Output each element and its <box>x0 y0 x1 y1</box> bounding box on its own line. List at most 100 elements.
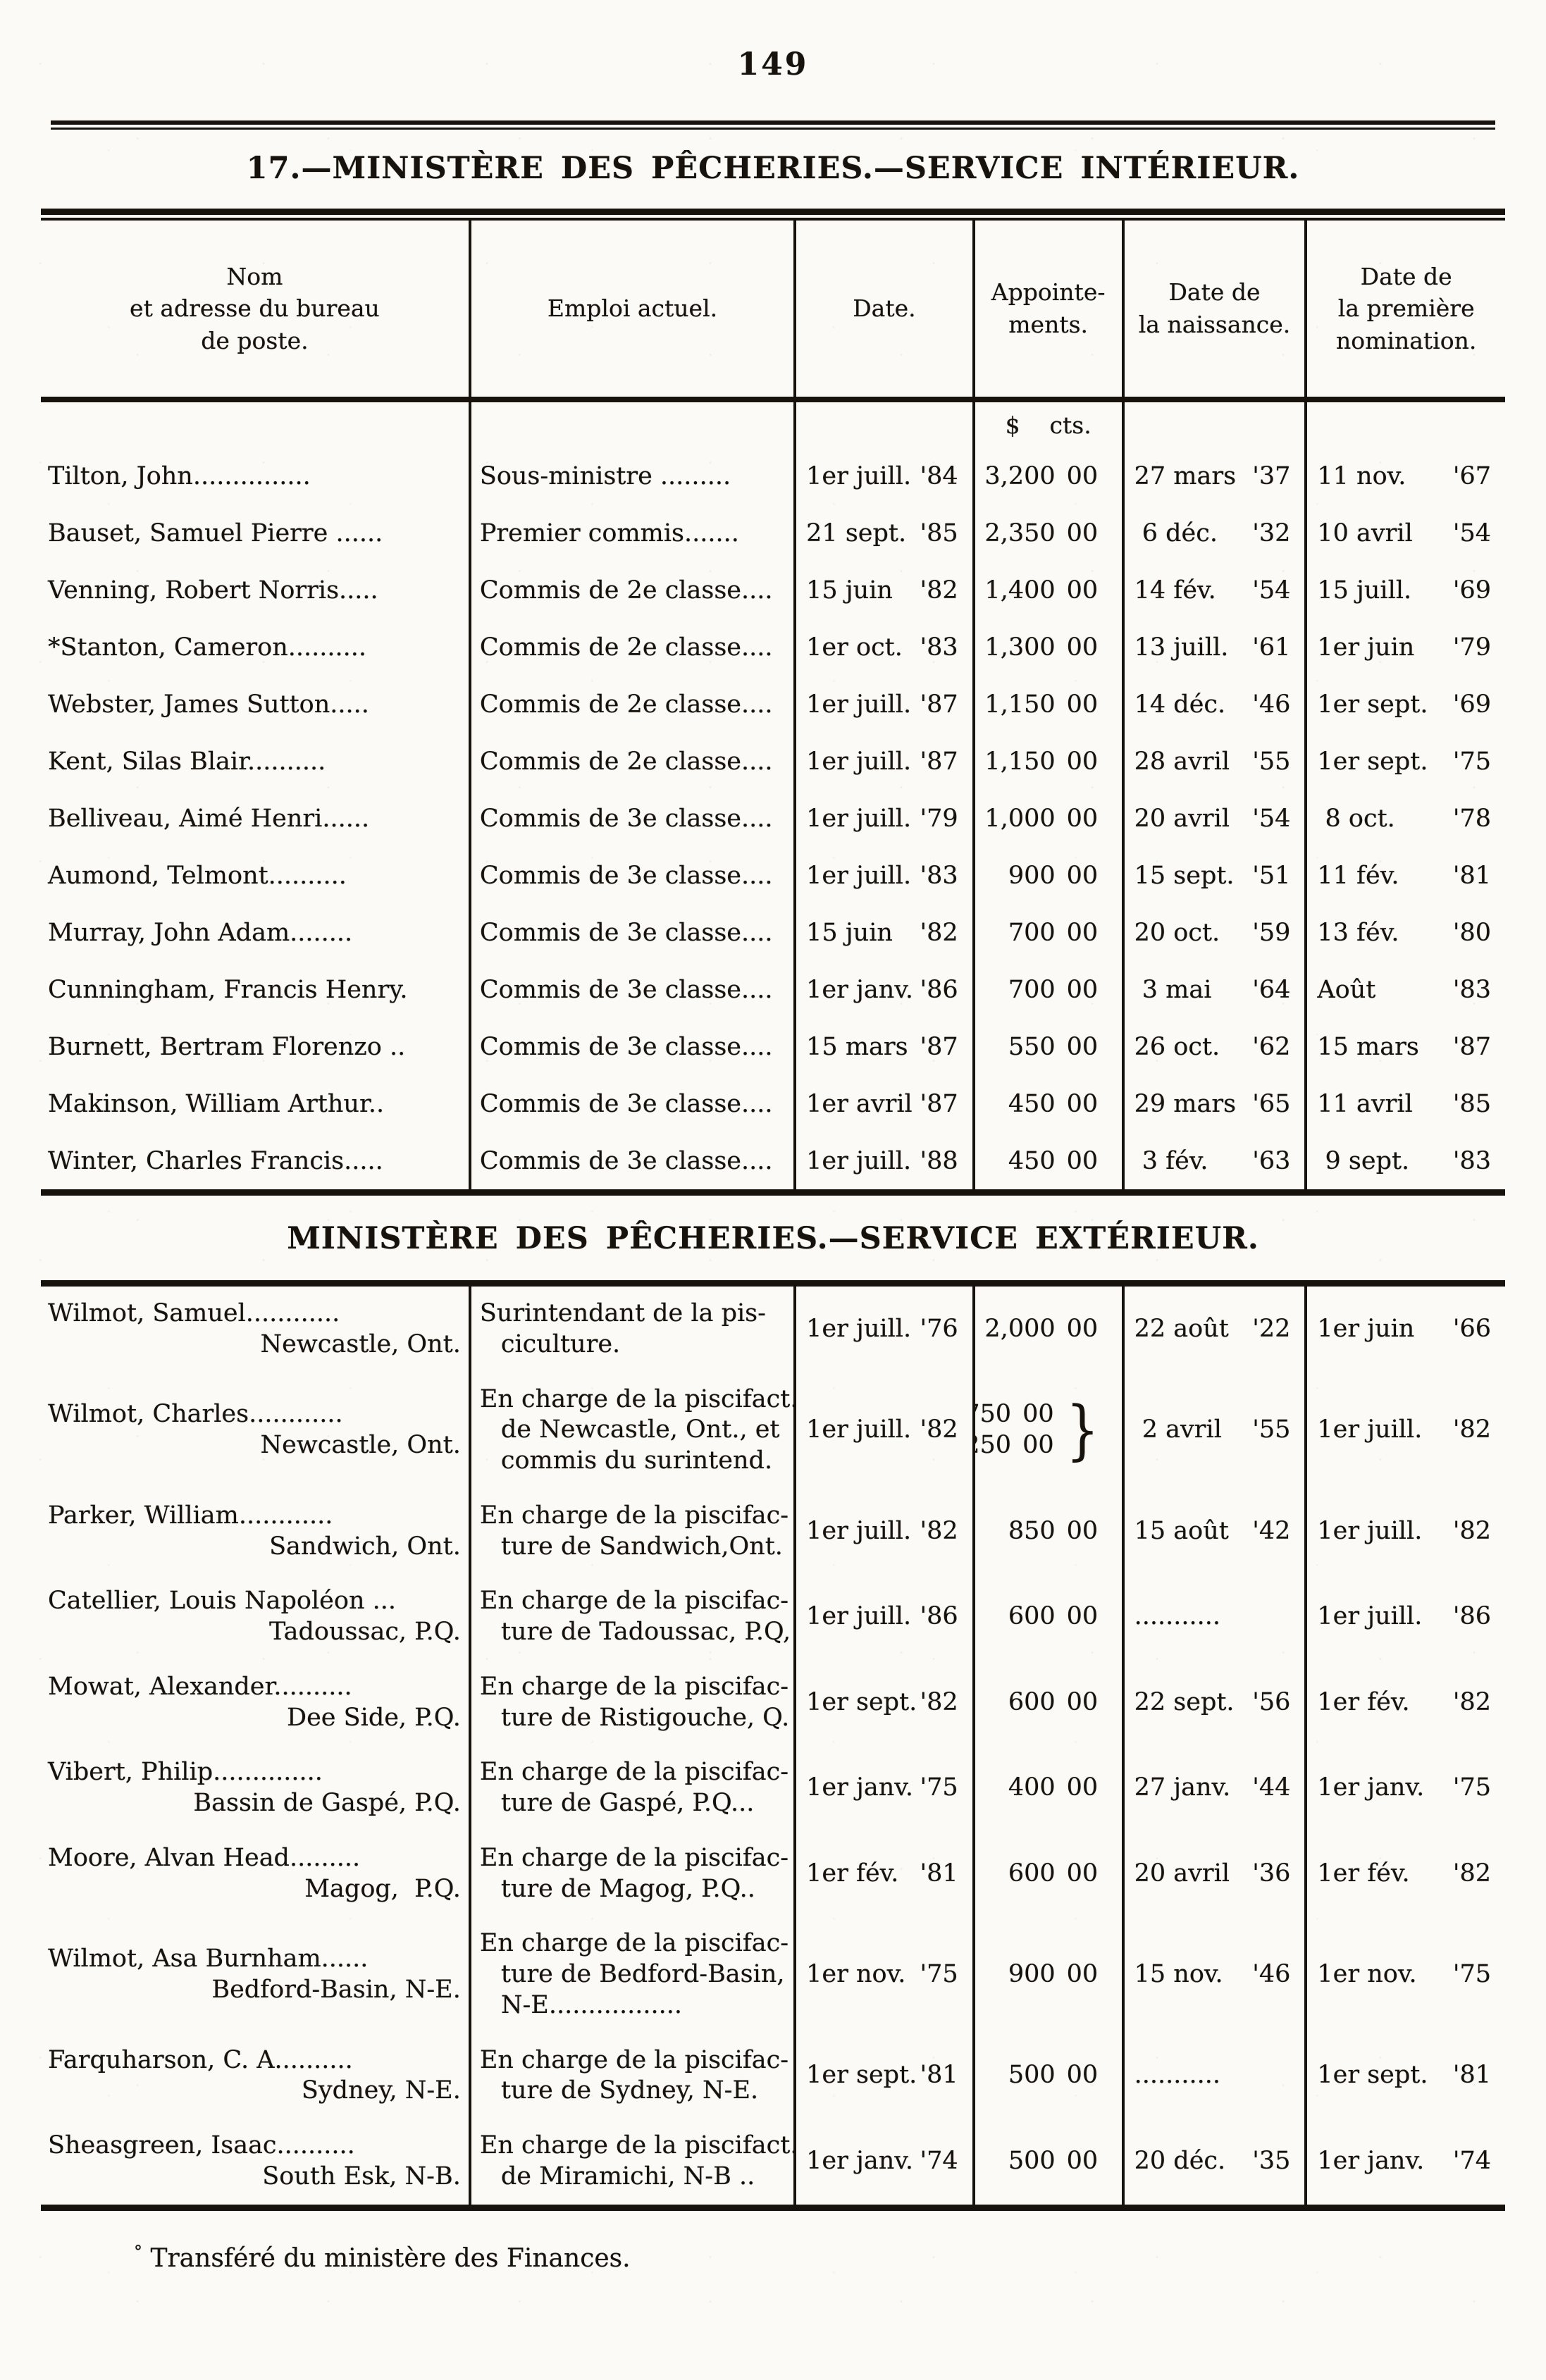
table-row: *Stanton, Cameron.......... Commis de 2e … <box>41 619 1505 676</box>
cell-emploi: En charge de la piscifac-ture de Gaspé, … <box>468 1745 796 1831</box>
amount-value: 2,350 00 <box>977 519 1103 547</box>
date-value: 22 sept. '56 <box>1134 1687 1291 1718</box>
date-day-month: 22 août <box>1134 1314 1229 1343</box>
amount-value: 700 00 <box>977 976 1103 1004</box>
cell-amount: 1,300 00 <box>972 619 1123 676</box>
cell-naissance: 15 août '42 <box>1121 1488 1306 1575</box>
date-day-month: 15 août <box>1134 1516 1229 1545</box>
date-year: '75 <box>1452 1960 1491 1988</box>
amount-dollars: 900 <box>1008 1960 1056 1988</box>
emploi-line: ture de Ristigouche, Q. <box>500 1703 790 1732</box>
table-row: Vibert, Philip.............. Bassin de Ga… <box>41 1745 1505 1831</box>
amount-dollars: 700 <box>1008 918 1056 947</box>
cell-naissance: 14 déc. '46 <box>1121 676 1306 733</box>
date-day-month: 1er juill. <box>806 690 912 719</box>
amount-value: 1,150 00 <box>977 748 1103 776</box>
top-double-rule <box>51 120 1495 130</box>
address-line: Dee Side, P.Q. <box>287 1703 461 1732</box>
amount-cents: 00 <box>1022 1400 1054 1429</box>
date-year: '69 <box>1452 576 1491 605</box>
amount-value: 600 00 <box>977 1859 1103 1890</box>
emploi-line: En charge de la piscifact. <box>479 1384 796 1413</box>
cell-date: 1er janv. '74 <box>793 2119 974 2205</box>
address-line: South Esk, N-B. <box>262 2162 461 2190</box>
cell-naissance: 27 mars '37 <box>1121 447 1306 504</box>
cell-amount: 400 00 <box>972 1745 1123 1831</box>
emploi-line: ture de Sydney, N-E. <box>500 2076 759 2105</box>
date-year: '42 <box>1252 1516 1291 1545</box>
date-day-month: 20 déc. <box>1134 2146 1226 2175</box>
date-year: '83 <box>920 633 958 662</box>
date-value: Août '83 <box>1317 976 1491 1004</box>
cell-date: 1er janv. '75 <box>793 1745 974 1831</box>
amount-value: 1,400 00 <box>977 576 1103 605</box>
table-row: Bauset, Samuel Pierre ...... Premier comm… <box>41 504 1505 562</box>
date-value: 1er juill. '86 <box>1317 1601 1491 1632</box>
cell-name: Winter, Charles Francis..... <box>48 1146 383 1175</box>
date-day-month: 21 sept. <box>806 519 907 547</box>
amount-value: 900 00 <box>977 862 1103 890</box>
cell-emploi: Commis de 3e classe.... <box>468 790 796 847</box>
cell-emploi: En charge de la piscifac-ture de Ristigo… <box>468 1659 796 1746</box>
date-value: ........... <box>1134 2060 1291 2091</box>
date-day-month: 10 avril <box>1317 519 1413 547</box>
cell-emploi: Commis de 3e classe.... <box>468 1132 796 1189</box>
amount-dollars: 1,000 <box>984 804 1056 833</box>
amount-dollars: 3,200 <box>984 461 1056 490</box>
date-day-month: 1er fév. <box>1317 1687 1410 1716</box>
amount-value: 550 00 <box>977 1032 1103 1061</box>
date-year: '82 <box>1452 1859 1491 1888</box>
cell-emploi: En charge de la piscifac-ture de Magog, … <box>468 1830 796 1917</box>
cell-date: 1er sept. '81 <box>793 2033 974 2119</box>
amount-cents: 00 <box>1066 1032 1099 1061</box>
cell-amount: 900 00 <box>972 1916 1123 2033</box>
cell-date: 1er juill. '76 <box>793 1287 974 1372</box>
amount-brace: } <box>1065 1392 1099 1468</box>
page-number: 149 <box>737 47 809 82</box>
date-day-month: 15 mars <box>1317 1032 1419 1061</box>
document-title-interior: 17.—MINISTÈRE DES PÊCHERIES.—SERVICE INT… <box>246 151 1300 186</box>
date-day-month: 6 déc. <box>1134 519 1218 547</box>
date-year: '87 <box>920 1089 958 1118</box>
cell-amount: 850 00 <box>972 1488 1123 1575</box>
cell-amount: 900 00 <box>972 847 1123 904</box>
currency-header-cell: $ cts. <box>972 399 1123 447</box>
date-year: '79 <box>920 804 958 833</box>
cell-amount: 1,400 00 <box>972 562 1123 619</box>
cell-naissance: 22 sept. '56 <box>1121 1659 1306 1746</box>
cell-amount: 450 00 <box>972 1132 1123 1189</box>
emploi-line: commis du surintend. <box>500 1446 773 1475</box>
amount-value: 750 00 <box>977 1399 1059 1430</box>
amount-value: 700 00 <box>977 918 1103 947</box>
date-year: '81 <box>920 2061 958 2090</box>
amount-value: 850 00 <box>977 1516 1103 1547</box>
date-day-month: 26 oct. <box>1134 1032 1220 1061</box>
date-value: 1er juill. '84 <box>806 462 958 490</box>
date-day-month: 15 mars <box>806 1032 908 1061</box>
cell-name: Murray, John Adam........ <box>48 918 353 947</box>
table-row: Wilmot, Asa Burnham...... Bedford-Basin, … <box>41 1916 1505 2033</box>
date-day-month: 1er juill. <box>806 804 912 833</box>
cell-date: 21 sept. '85 <box>793 504 974 562</box>
cell-naissance: 13 juill. '61 <box>1121 619 1306 676</box>
cell-name: Makinson, William Arthur.. <box>48 1089 385 1118</box>
date-value: 1er sept. '75 <box>1317 748 1491 776</box>
date-value: 1er juill. '82 <box>1317 1415 1491 1446</box>
date-year: '85 <box>1452 1089 1491 1118</box>
date-year: '74 <box>920 2146 958 2175</box>
date-value: 1er sept. '69 <box>1317 690 1491 719</box>
cell-naissance: 14 fév. '54 <box>1121 562 1306 619</box>
date-day-month: 3 mai <box>1134 975 1212 1004</box>
date-year: '82 <box>1452 1687 1491 1716</box>
cell-nomination: 15 juill. '69 <box>1304 562 1505 619</box>
amount-value: 3,200 00 <box>977 461 1103 490</box>
date-value: 1er juill. '87 <box>806 690 958 719</box>
date-day-month: 27 mars <box>1134 461 1237 490</box>
cell-nomination: 1er sept. '81 <box>1304 2033 1505 2119</box>
address-line: Newcastle, Ont. <box>260 1431 461 1460</box>
exterior-service-table: Wilmot, Samuel............ Newcastle, Ont… <box>41 1280 1505 2211</box>
date-year: '55 <box>1252 747 1291 776</box>
cell-date: 1er avril '87 <box>793 1075 974 1132</box>
emploi-line: En charge de la piscifact. <box>479 2131 796 2159</box>
cell-name: Venning, Robert Norris..... <box>48 576 378 605</box>
